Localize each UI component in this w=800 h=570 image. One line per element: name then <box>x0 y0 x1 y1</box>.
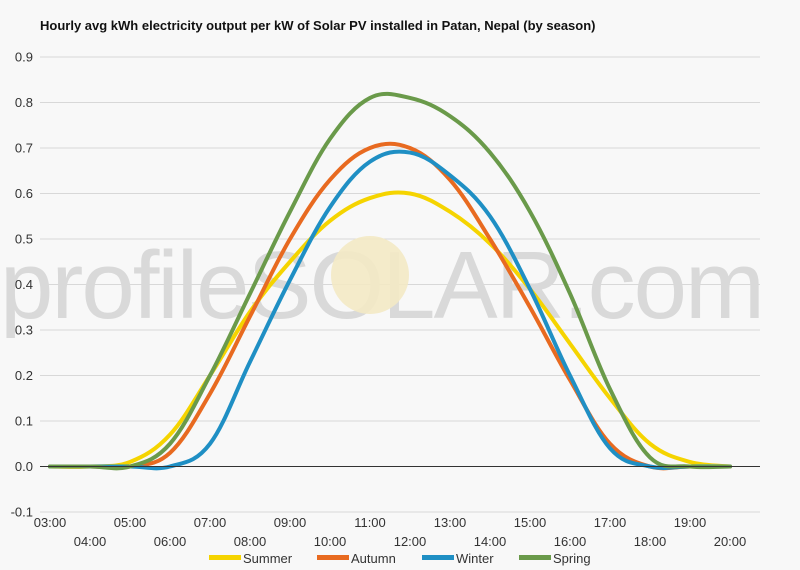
legend-swatch-summer <box>209 555 241 560</box>
legend-label-summer: Summer <box>243 551 293 566</box>
x-tick-label: 20:00 <box>714 534 747 549</box>
legend-label-autumn: Autumn <box>351 551 396 566</box>
y-tick-label: 0.2 <box>15 368 33 383</box>
legend-label-spring: Spring <box>553 551 591 566</box>
axis-layer: -0.1 0.0 0.1 0.2 0.3 0.4 0.5 0.6 0.7 0.8 0.9 03:00 0… <box>11 50 760 549</box>
x-tick-label: 16:00 <box>554 534 587 549</box>
legend-swatch-autumn <box>317 555 349 560</box>
x-tick-label: 03:00 <box>34 515 67 530</box>
y-tick-label: 0.3 <box>15 323 33 338</box>
y-tick-label: 0.1 <box>15 414 33 429</box>
y-tick-label: 0.5 <box>15 232 33 247</box>
series-line-summer <box>48 190 732 469</box>
y-tick-label: 0.6 <box>15 186 33 201</box>
x-tick-label: 17:00 <box>594 515 627 530</box>
legend-swatch-spring <box>519 555 551 560</box>
x-tick-label: 04:00 <box>74 534 107 549</box>
legend: Summer Autumn Winter Spring <box>209 551 591 566</box>
x-tick-label: 14:00 <box>474 534 507 549</box>
legend-swatch-winter <box>422 555 454 560</box>
y-tick-label: 0.4 <box>15 277 33 292</box>
x-tick-label: 13:00 <box>434 515 467 530</box>
y-tick-label: 0.8 <box>15 95 33 110</box>
series-line-autumn <box>48 141 732 471</box>
chart-title: Hourly avg kWh electricity output per kW… <box>40 18 596 33</box>
x-tick-label: 05:00 <box>114 515 147 530</box>
x-tick-label: 15:00 <box>514 515 547 530</box>
x-tick-label: 18:00 <box>634 534 667 549</box>
series-line-spring <box>48 91 732 471</box>
y-tick-label: 0.9 <box>15 50 33 65</box>
y-tick-label: -0.1 <box>11 505 33 520</box>
x-tick-label: 08:00 <box>234 534 267 549</box>
watermark-sun-icon <box>331 236 409 314</box>
y-tick-label: 0.0 <box>15 459 33 474</box>
y-tick-label: 0.7 <box>15 141 33 156</box>
x-tick-label: 11:00 <box>354 515 386 530</box>
x-tick-label: 07:00 <box>194 515 227 530</box>
x-tick-label: 09:00 <box>274 515 307 530</box>
x-tick-label: 06:00 <box>154 534 187 549</box>
x-tick-label: 12:00 <box>394 534 427 549</box>
legend-label-winter: Winter <box>456 551 494 566</box>
x-tick-label: 19:00 <box>674 515 707 530</box>
x-tick-label: 10:00 <box>314 534 347 549</box>
